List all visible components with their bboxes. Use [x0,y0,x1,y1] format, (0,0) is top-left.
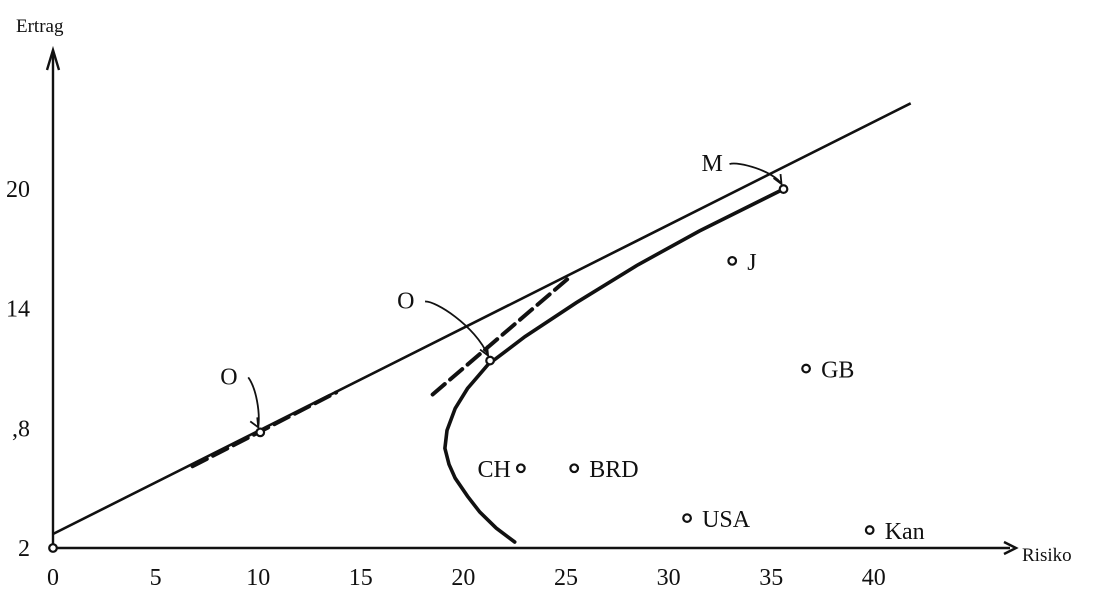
data-point [864,525,875,535]
x-tick-label: 30 [657,565,681,591]
annotation-arrowhead [479,345,490,358]
data-point [485,355,495,366]
data-point [255,427,266,438]
annotation-arrows: M O O [220,151,783,430]
y-tick-label: 2 [18,536,30,562]
y-tick-label: ,8 [12,416,30,442]
y-tick-label: 14 [6,297,30,323]
x-axis-title: Risiko [1022,545,1072,566]
efficient-frontier [443,187,786,544]
x-tick-label: 15 [349,565,373,591]
point-label: USA [702,507,751,533]
point-label: CH [478,457,511,483]
x-axis-arrowhead [1003,540,1019,556]
data-point [801,363,811,374]
point-label: BRD [589,457,638,483]
point-label: Kan [885,519,925,545]
axes: Ertrag Risiko [16,16,1072,566]
x-tick-labels: 0 5 10 15 20 25 30 35 40 [47,565,886,591]
annotation-arrowhead [772,173,783,187]
x-tick-label: 35 [759,565,783,591]
y-tick-labels: 2 ,8 14 20 [6,177,30,562]
annotation-label: O [397,289,414,315]
x-tick-label: 10 [246,565,270,591]
y-tick-label: 20 [6,177,30,203]
chart-lines [52,102,912,544]
x-tick-label: 25 [554,565,578,591]
tangent-dash [430,274,573,397]
y-axis-arrowhead [45,45,61,71]
data-point [778,184,789,194]
capital-market-line [52,102,912,536]
x-tick-label: 40 [862,565,886,591]
x-tick-label: 0 [47,565,59,591]
x-tick-label: 5 [150,565,162,591]
point-label: GB [821,358,854,384]
data-point [682,513,692,523]
annotation-arrow [424,300,489,356]
y-axis-title: Ertrag [16,16,64,37]
tangent-dash [190,390,339,469]
data-point [569,463,580,474]
data-points: CH BRD USA Kan GB J [48,184,925,553]
data-point [48,543,58,553]
data-point [727,255,738,266]
x-tick-label: 20 [451,565,475,591]
tangent-dashes [190,274,573,469]
annotation-label: M [702,151,723,177]
point-label: J [747,250,756,276]
annotation-label: O [220,364,237,390]
data-point [515,463,526,474]
annotation-arrowhead [249,417,260,430]
